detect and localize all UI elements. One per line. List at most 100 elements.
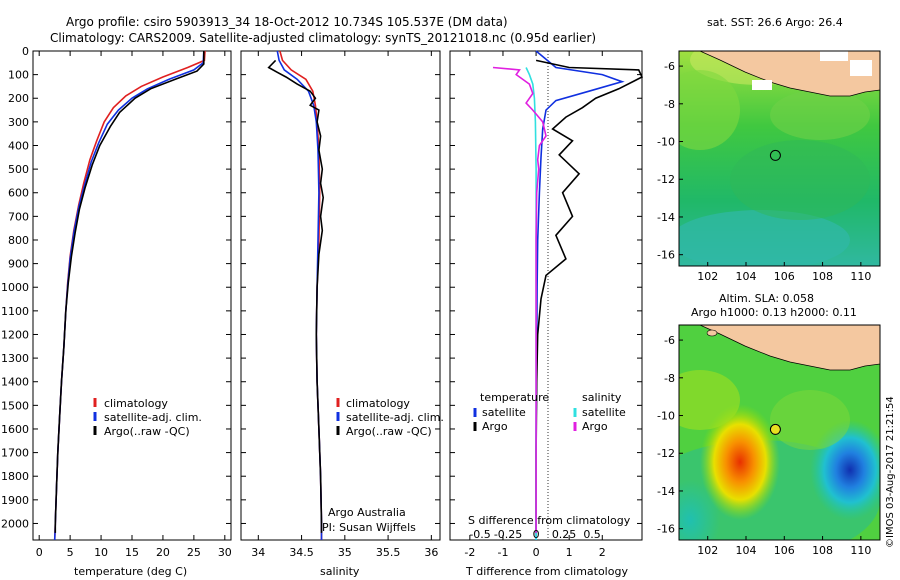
salinity-series [267, 50, 325, 540]
salinity-xlabel: salinity [320, 565, 360, 578]
y-tick-label: 2000 [1, 517, 29, 530]
sst-map-panel: sat. SST: 26.6 Argo: 26.4 102 104 106 108 11… [657, 16, 881, 283]
temperature-series [53, 50, 206, 541]
salinity-axis-ticks: 34 34.5 35 35.5 36 [241, 50, 440, 559]
series-line-2 [54, 51, 205, 533]
difference-axes-frame [449, 50, 643, 541]
map-y-tick-label: -16 [657, 249, 675, 262]
sla-map-ticks: 102 104 106 108 110 -6 -8 -10 -12 -14 -16 [657, 334, 871, 557]
x-tick-label: 15 [125, 546, 139, 559]
y-tick-label: 1400 [1, 376, 29, 389]
series-line-2 [525, 67, 537, 540]
x-tick-label: 1 [566, 546, 573, 559]
map-x-tick-label: 104 [736, 270, 757, 283]
map-y-tick-label: -12 [657, 173, 675, 186]
y-tick-label: 1000 [1, 281, 29, 294]
x-tick-label: -2 [464, 546, 475, 559]
y-tick-label: 1900 [1, 494, 29, 507]
x-tick-label: -1 [497, 546, 508, 559]
difference-axis-ticks: -2 -1 0 1 2 [450, 50, 642, 559]
diff-legend-sal-argo-label: Argo [582, 420, 608, 433]
x-tick-label: 10 [94, 546, 108, 559]
island-sst [707, 44, 717, 50]
map-x-tick-label: 108 [812, 544, 833, 557]
sla-map-subtitle: Argo h1000: 0.13 h2000: 0.11 [691, 306, 857, 319]
x-tick-label: 34.5 [289, 546, 314, 559]
sal-note-line1: Argo Australia [328, 506, 406, 519]
temperature-axis-ticks: 0 5 10 15 20 25 300100200300400500600700800900… [1, 45, 232, 559]
legend-argo-label: Argo(..raw -QC) [104, 425, 190, 438]
legend-climatology-label: climatology [104, 397, 168, 410]
series-line-1 [535, 59, 644, 533]
land-java-sla [679, 325, 880, 371]
map-y-tick-label: -8 [664, 372, 675, 385]
x-tick-label: 0 [36, 546, 43, 559]
y-tick-label: 100 [8, 69, 29, 82]
sal-note-line2: PI: Susan Wijffels [322, 521, 416, 534]
map-x-tick-label: 110 [850, 270, 871, 283]
s-diff-tick-label: -0.25 [494, 528, 522, 541]
y-tick-label: 300 [8, 116, 29, 129]
map-y-tick-label: -6 [664, 334, 675, 347]
header-line2: Climatology: CARS2009. Satellite-adjuste… [50, 31, 596, 45]
y-tick-label: 200 [8, 92, 29, 105]
y-tick-label: 700 [8, 210, 29, 223]
temperature-panel: 0 5 10 15 20 25 300100200300400500600700800900… [1, 45, 232, 578]
y-tick-label: 900 [8, 258, 29, 271]
salinity-legend: climatology satellite-adj. clim. Argo(..… [336, 397, 444, 438]
temperature-axes-frame [32, 50, 232, 541]
x-tick-label: 20 [156, 546, 170, 559]
diff-legend-temp-sat-label: satellite [482, 406, 526, 419]
diff-legend-sal-title: salinity [582, 391, 622, 404]
sst-map-field [679, 44, 880, 266]
series-line-0 [279, 50, 323, 540]
y-tick-label: 1200 [1, 328, 29, 341]
y-tick-label: 1500 [1, 399, 29, 412]
legend-satellite-label: satellite-adj. clim. [104, 411, 202, 424]
map-y-tick-label: -10 [657, 410, 675, 423]
y-tick-label: 1700 [1, 447, 29, 460]
sst-map-frame [678, 50, 881, 267]
s-diff-tick-label: -0.5 [469, 528, 490, 541]
sst-map-ticks: 102 104 106 108 110 -6 -8 -10 -12 -14 -16 [657, 60, 871, 283]
series-line-0 [53, 50, 206, 541]
sla-float-marker [769, 423, 781, 435]
map-x-tick-label: 106 [774, 270, 795, 283]
diff-xlabel-top: S difference from climatology [468, 514, 631, 527]
land-java-sst [679, 51, 880, 97]
temperature-legend: climatology satellite-adj. clim. Argo(..… [93, 397, 202, 438]
series-line-0 [535, 50, 625, 540]
x-tick-label: 0 [533, 546, 540, 559]
footer-timestamp: ©IMOS 03-Aug-2017 21:21:54 [885, 396, 896, 548]
header-line1: Argo profile: csiro 5903913_34 18-Oct-20… [66, 15, 508, 29]
x-tick-label: 35 [338, 546, 352, 559]
island-sla [706, 329, 718, 337]
difference-legend: temperature satellite Argo salinity sate… [473, 391, 626, 433]
diff-legend-sal-sat-label: satellite [582, 406, 626, 419]
diff-legend-temp-title: temperature [480, 391, 549, 404]
series-line-3 [492, 66, 547, 533]
x-tick-label: 34 [251, 546, 265, 559]
map-y-tick-label: -14 [657, 211, 675, 224]
sla-map-panel: Altim. SLA: 0.058 Argo h1000: 0.13 h2000… [657, 292, 881, 557]
salinity-panel: 34 34.5 35 35.5 36 salinity climatology sate… [240, 50, 444, 578]
s-diff-tick-label: 0.5 [583, 528, 601, 541]
map-x-tick-label: 102 [697, 544, 718, 557]
difference-panel: -2 -1 0 1 2 S difference from climatology -0… [449, 50, 644, 578]
sal-legend-satellite-label: satellite-adj. clim. [346, 411, 444, 424]
map-y-tick-label: -12 [657, 447, 675, 460]
sst-float-marker [769, 149, 781, 161]
map-x-tick-label: 108 [812, 270, 833, 283]
map-y-tick-label: -14 [657, 485, 675, 498]
y-tick-label: 0 [22, 45, 29, 58]
map-y-tick-label: -6 [664, 60, 675, 73]
x-tick-label: 30 [218, 546, 232, 559]
sla-map-title: Altim. SLA: 0.058 [719, 292, 814, 305]
map-x-tick-label: 104 [736, 544, 757, 557]
y-tick-label: 600 [8, 187, 29, 200]
series-line-2 [267, 59, 325, 533]
y-tick-label: 800 [8, 234, 29, 247]
temperature-xlabel: temperature (deg C) [74, 565, 187, 578]
x-tick-label: 2 [599, 546, 606, 559]
